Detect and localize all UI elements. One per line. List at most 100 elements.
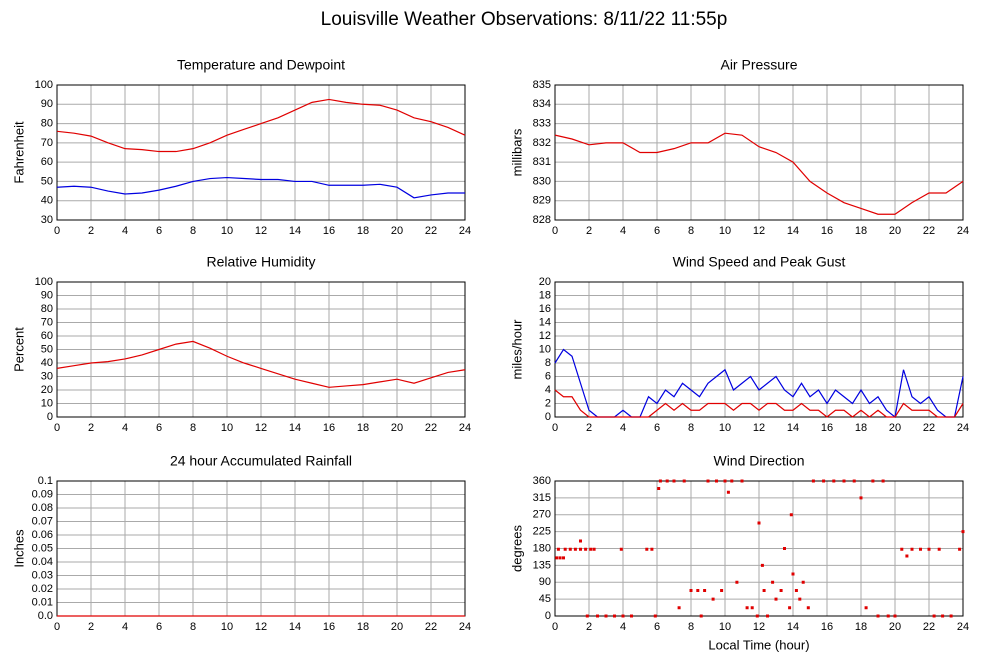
point [696, 589, 700, 592]
x-tick-label: 20 [391, 225, 403, 237]
x-tick-label: 4 [620, 225, 626, 237]
y-tick-label: 0.04 [32, 556, 53, 568]
x-tick-label: 12 [753, 621, 765, 633]
point [555, 556, 559, 560]
point [645, 547, 649, 551]
x-tick-label: 2 [88, 621, 94, 633]
point [937, 547, 941, 551]
plot-border [554, 84, 964, 221]
y-tick-label: 0.03 [32, 569, 53, 581]
y-tick-label: 30 [41, 370, 53, 382]
x-tick-label: 8 [190, 422, 196, 434]
point [579, 547, 582, 551]
y-tick-label: 30 [41, 214, 53, 226]
point [677, 606, 681, 610]
point [604, 614, 608, 618]
y-tick-label: 0 [545, 411, 551, 423]
x-tick-label: 20 [889, 621, 901, 633]
y-tick-label: 45 [539, 593, 551, 605]
y-tick-label: 0.09 [32, 488, 53, 500]
x-tick-label: 8 [190, 621, 196, 633]
x-tick-label: 6 [654, 621, 660, 633]
point [563, 547, 567, 551]
chart-title: Air Pressure [720, 57, 797, 73]
point [745, 606, 749, 610]
y-tick-label: 829 [533, 195, 551, 207]
y-tick-label: 4 [545, 384, 551, 396]
point [871, 479, 875, 483]
x-tick-label: 0 [54, 621, 60, 633]
point [760, 563, 764, 567]
point [621, 614, 625, 618]
point [653, 614, 657, 618]
y-tick-label: 6 [545, 370, 551, 382]
point [650, 547, 654, 551]
point [842, 479, 846, 483]
x-tick-label: 0 [552, 422, 558, 434]
point [556, 547, 560, 551]
point [613, 614, 616, 618]
chart-title: Wind Direction [713, 453, 804, 469]
x-tick-label: 10 [221, 422, 233, 434]
series-line [56, 340, 466, 388]
point [592, 547, 596, 551]
x-tick-label: 12 [255, 621, 267, 633]
x-tick-label: 24 [459, 225, 471, 237]
point [783, 547, 786, 550]
x-tick-label: 20 [391, 422, 403, 434]
x-tick-label: 16 [821, 621, 833, 633]
point [771, 580, 775, 584]
plot-border [554, 281, 964, 418]
y-tick-label: 0.06 [32, 529, 53, 541]
y-tick-label: 0.05 [32, 542, 53, 554]
y-tick-label: 90 [539, 576, 551, 588]
y-tick-label: 100 [35, 276, 53, 288]
point [852, 479, 856, 483]
y-tick-label: 0.0 [38, 610, 53, 622]
y-tick-label: 0.01 [32, 596, 53, 608]
point [788, 606, 792, 610]
y-axis-label: Percent [11, 327, 26, 372]
y-tick-label: 360 [533, 475, 551, 487]
plot-border [554, 480, 964, 617]
x-tick-label: 10 [221, 225, 233, 237]
x-tick-label: 6 [654, 422, 660, 434]
x-tick-label: 0 [552, 621, 558, 633]
x-tick-label: 18 [357, 422, 369, 434]
x-tick-label: 16 [323, 422, 335, 434]
plot-border [56, 281, 466, 418]
point [568, 547, 572, 551]
x-tick-label: 14 [787, 422, 799, 434]
x-tick-label: 6 [156, 225, 162, 237]
y-tick-label: 40 [41, 357, 53, 369]
chart-title: Temperature and Dewpoint [177, 57, 345, 73]
y-tick-label: 90 [41, 98, 53, 110]
y-tick-label: 0 [47, 411, 53, 423]
point [811, 479, 815, 483]
point [711, 597, 715, 601]
point [859, 496, 863, 500]
y-tick-label: 60 [41, 156, 53, 168]
point [723, 479, 727, 483]
x-tick-label: 24 [957, 422, 969, 434]
x-tick-label: 24 [957, 621, 969, 633]
x-axis-label: Local Time (hour) [708, 637, 809, 652]
point [715, 479, 718, 483]
point [876, 614, 880, 618]
point [919, 547, 922, 551]
x-tick-label: 18 [357, 225, 369, 237]
y-tick-label: 835 [533, 79, 551, 91]
x-tick-label: 14 [787, 621, 799, 633]
point [672, 479, 676, 483]
x-tick-label: 10 [719, 621, 731, 633]
point [932, 614, 936, 618]
point [927, 547, 931, 551]
x-tick-label: 22 [923, 225, 935, 237]
point [757, 521, 761, 525]
y-tick-label: 8 [545, 357, 551, 369]
y-tick-label: 0.1 [38, 475, 53, 487]
x-tick-label: 10 [719, 422, 731, 434]
point [900, 547, 904, 551]
y-tick-label: 14 [539, 316, 551, 328]
point [789, 513, 793, 517]
